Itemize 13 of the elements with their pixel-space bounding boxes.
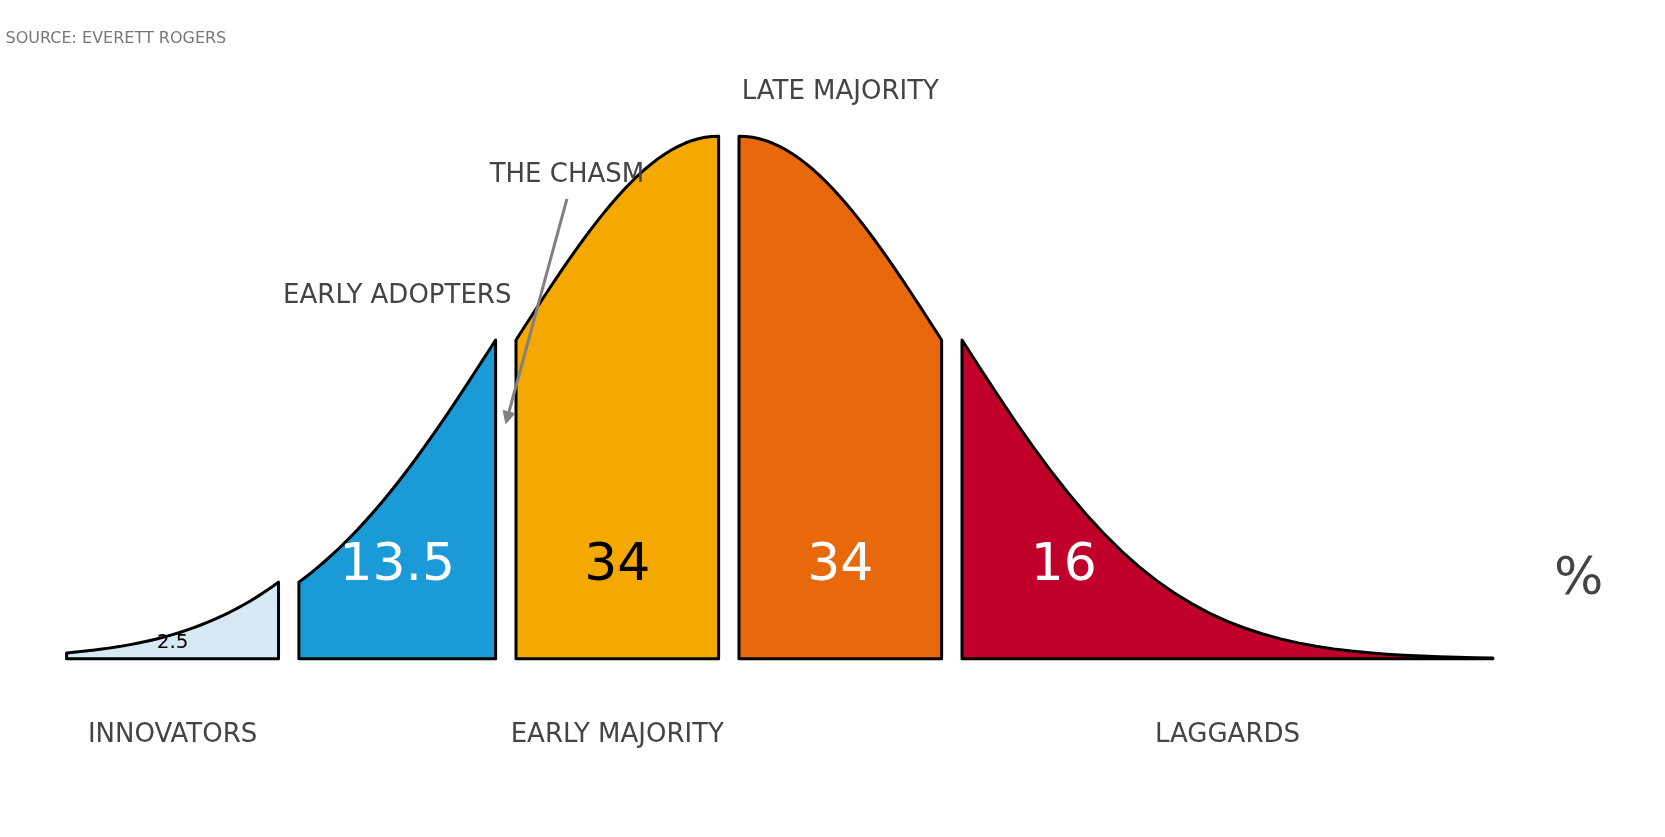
category-label: EARLY MAJORITY: [510, 717, 725, 748]
category-label: LATE MAJORITY: [741, 74, 940, 105]
data-label: 34: [807, 532, 874, 593]
category-label: EARLY ADOPTERS: [283, 278, 512, 309]
text: %: [1554, 546, 1604, 607]
source-note: SOURCE: EVERETT ROGERS: [5, 28, 227, 48]
data-label: 13.5: [339, 532, 456, 593]
text: THE CHASM: [488, 158, 645, 189]
category-label: LAGGARDS: [1154, 717, 1300, 748]
data-label: 2.5: [156, 629, 189, 654]
category-label: INNOVATORS: [87, 717, 258, 748]
data-label: 16: [1030, 532, 1097, 593]
data-label: 34: [584, 532, 651, 593]
